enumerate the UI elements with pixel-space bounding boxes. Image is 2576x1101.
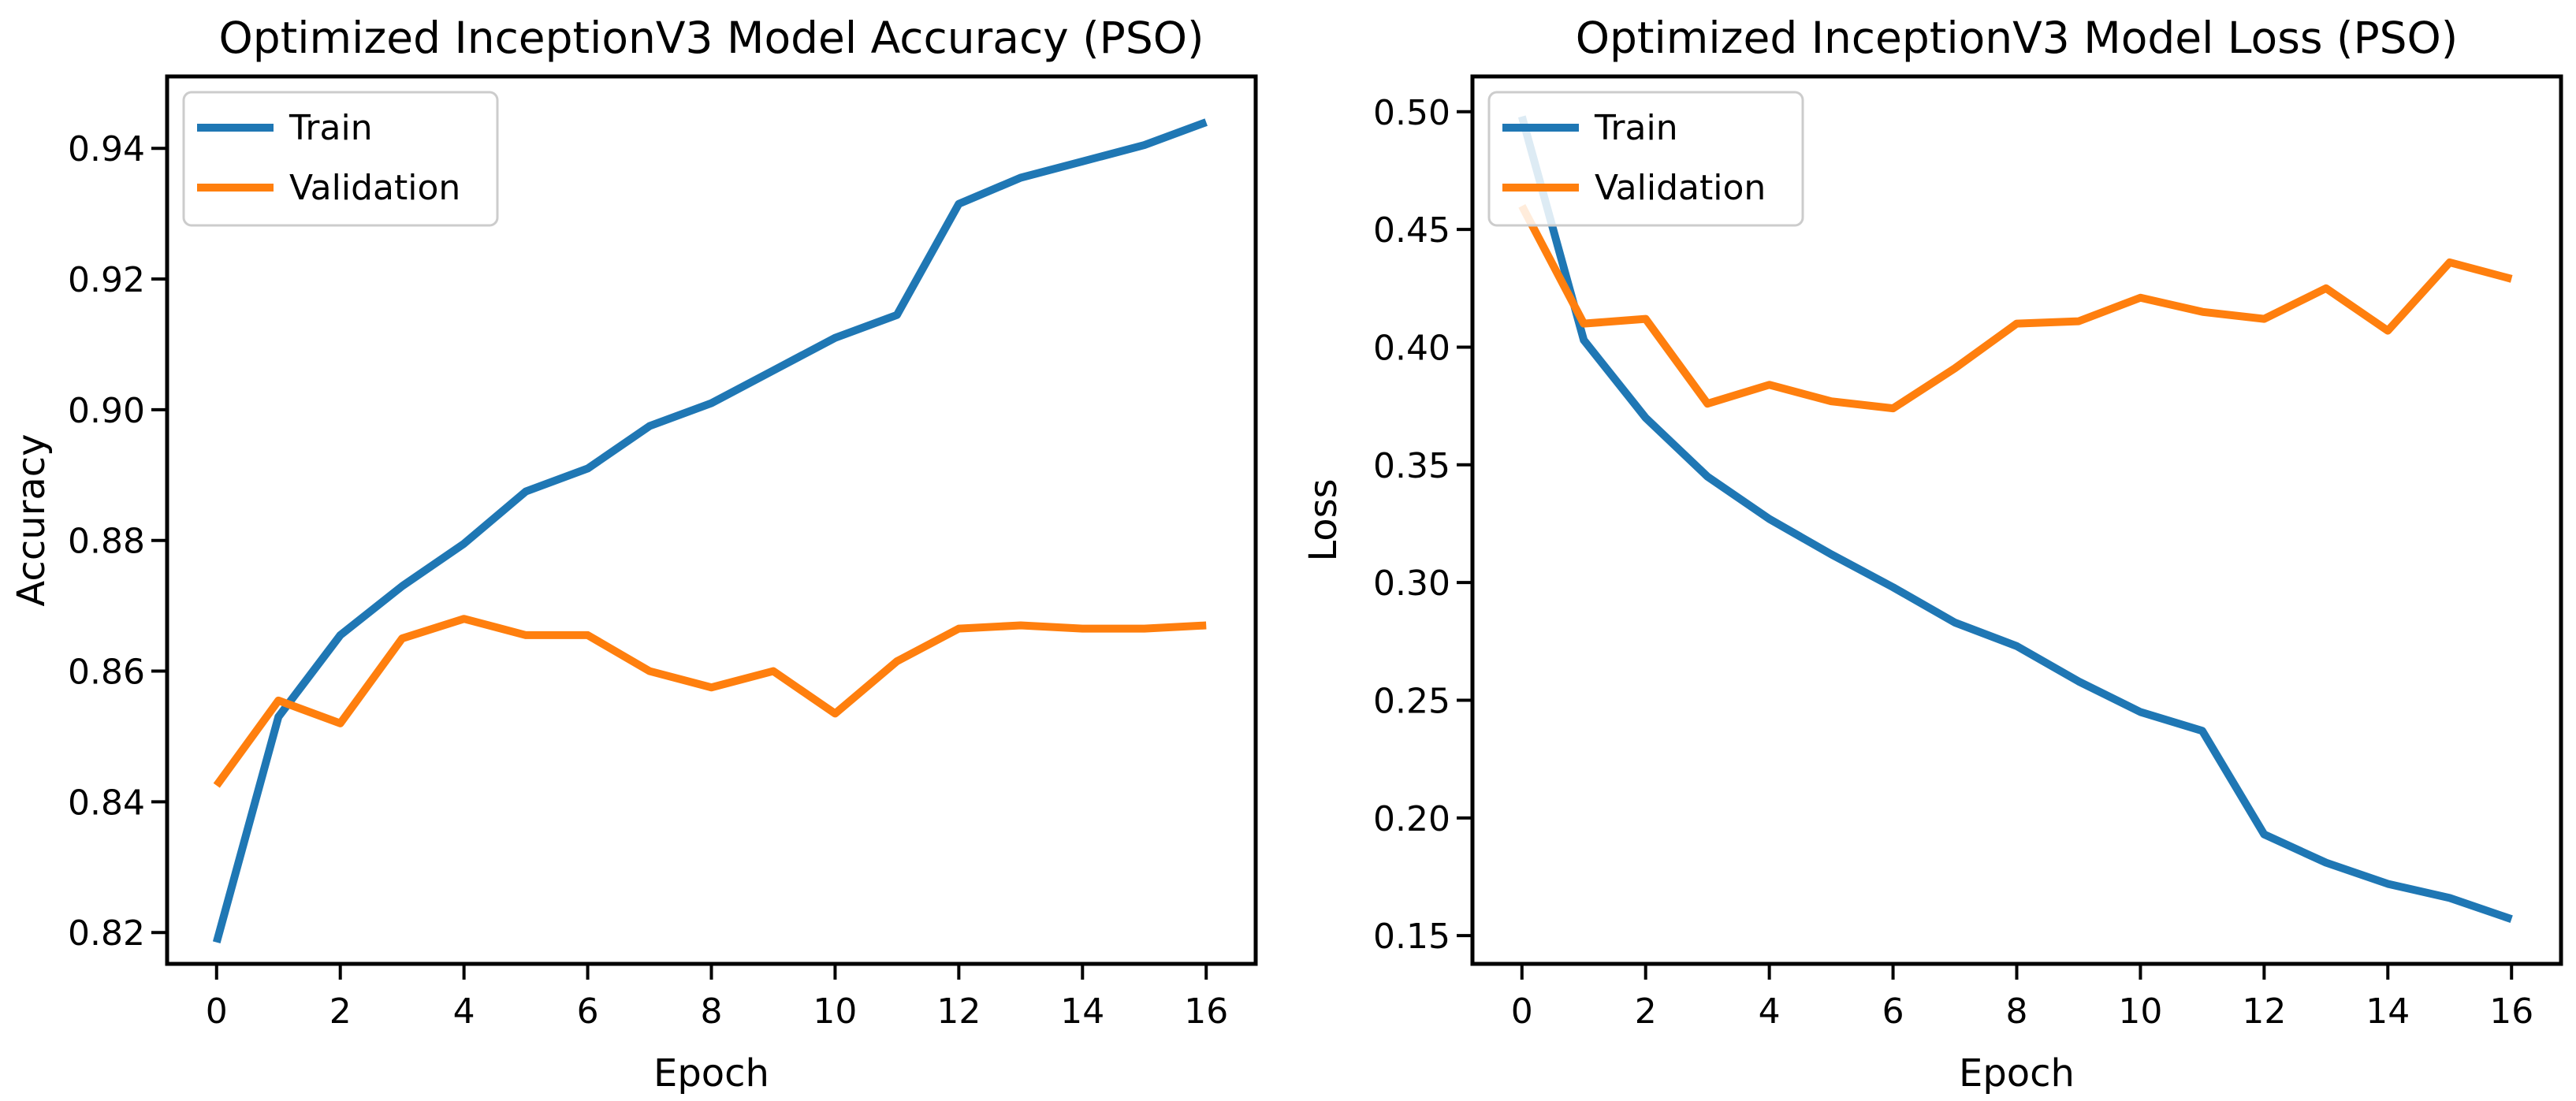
y-axis-label: Accuracy <box>9 433 54 606</box>
y-tick-label: 0.20 <box>1373 799 1450 839</box>
x-tick-label: 12 <box>2242 991 2286 1032</box>
y-tick-label: 0.25 <box>1373 681 1450 721</box>
y-axis: 0.15 0.20 0.25 0.30 0.35 0.40 0.45 0.50 Loss <box>1301 93 1472 957</box>
y-axis-label: Loss <box>1301 478 1346 561</box>
legend-label: Train <box>1594 108 1678 148</box>
loss-chart-svg: Optimized InceptionV3 Model Loss (PSO) 0 2… <box>1301 13 2563 1095</box>
y-axis: 0.82 0.84 0.86 0.88 0.90 0.92 0.94 Accuracy <box>9 129 167 954</box>
x-axis-label: Epoch <box>1959 1051 2075 1095</box>
x-tick-label: 8 <box>701 991 723 1032</box>
train-line <box>1517 115 2513 923</box>
y-tick-label: 0.50 <box>1373 93 1450 133</box>
x-axis-label: Epoch <box>653 1051 769 1095</box>
chart-title: Optimized InceptionV3 Model Loss (PSO) <box>1576 13 2459 63</box>
x-tick-label: 14 <box>2366 991 2410 1032</box>
x-tick-label: 12 <box>936 991 981 1032</box>
legend-label: Train <box>288 108 373 148</box>
legend: Train Validation <box>1487 91 1804 227</box>
accuracy-chart-svg: Optimized InceptionV3 Model Accuracy (PS… <box>9 13 1258 1095</box>
y-tick-label: 0.84 <box>68 783 145 823</box>
y-tick-label: 0.82 <box>68 913 145 954</box>
y-tick-label: 0.88 <box>68 522 145 562</box>
x-tick-label: 10 <box>813 991 857 1032</box>
x-tick-label: 10 <box>2118 991 2162 1032</box>
validation-line <box>213 615 1207 788</box>
legend-label: Validation <box>1595 168 1766 208</box>
y-tick-label: 0.90 <box>68 391 145 431</box>
x-tick-label: 8 <box>2006 991 2028 1032</box>
x-tick-label: 0 <box>206 991 228 1032</box>
x-tick-label: 0 <box>1511 991 1533 1032</box>
train-line <box>212 118 1208 943</box>
x-axis: 0 2 4 6 8 10 12 14 16 Epoch <box>206 964 1228 1095</box>
legend: Train Validation <box>182 91 499 227</box>
y-tick-label: 0.94 <box>68 129 145 169</box>
y-tick-label: 0.40 <box>1373 328 1450 368</box>
y-tick-label: 0.35 <box>1373 446 1450 486</box>
chart-title: Optimized InceptionV3 Model Accuracy (PS… <box>218 13 1204 63</box>
y-tick-label: 0.15 <box>1373 917 1450 957</box>
x-tick-label: 6 <box>1882 991 1904 1032</box>
y-tick-label: 0.30 <box>1373 564 1450 604</box>
x-tick-label: 16 <box>1184 991 1228 1032</box>
y-tick-label: 0.86 <box>68 653 145 693</box>
x-axis: 0 2 4 6 8 10 12 14 16 Epoch <box>1511 964 2533 1095</box>
y-tick-label: 0.45 <box>1373 210 1450 251</box>
x-tick-label: 2 <box>1635 991 1657 1032</box>
x-tick-label: 16 <box>2489 991 2533 1032</box>
loss-chart: Optimized InceptionV3 Model Loss (PSO) 0 2… <box>1288 0 2576 1101</box>
x-tick-label: 6 <box>577 991 599 1032</box>
accuracy-chart: Optimized InceptionV3 Model Accuracy (PS… <box>9 13 1258 1095</box>
x-tick-label: 14 <box>1060 991 1104 1032</box>
x-tick-label: 4 <box>453 991 475 1032</box>
x-tick-label: 4 <box>1759 991 1781 1032</box>
legend-label: Validation <box>289 168 460 208</box>
validation-line <box>1518 203 2513 413</box>
y-tick-label: 0.92 <box>68 260 145 300</box>
x-tick-label: 2 <box>329 991 352 1032</box>
